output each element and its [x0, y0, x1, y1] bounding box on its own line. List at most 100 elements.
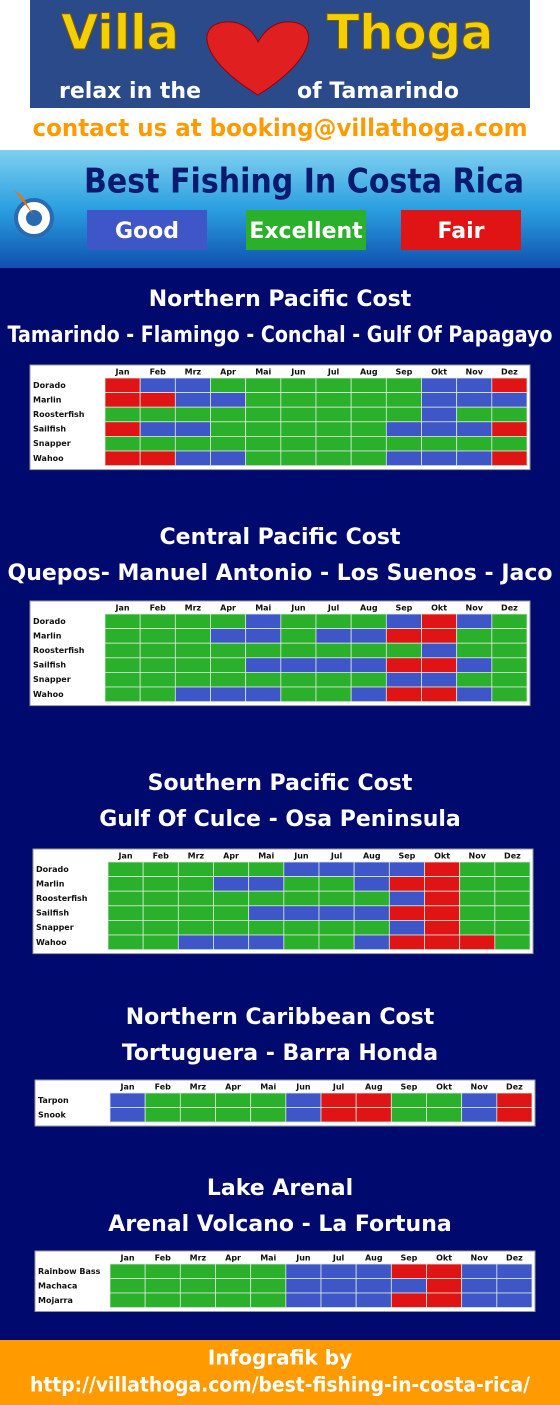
rating-cell [109, 1107, 146, 1123]
rating-cell [424, 934, 461, 951]
month-label: Aug [365, 1083, 383, 1092]
month-label: Aug [363, 852, 381, 861]
month-label: Aug [360, 604, 378, 613]
rating-cell [248, 934, 285, 951]
month-label: Jul [332, 1254, 345, 1263]
rating-cell [104, 450, 141, 467]
rating-cell [353, 861, 390, 878]
rating-cell [177, 905, 214, 921]
rating-cell [426, 1107, 463, 1123]
rating-cell [459, 920, 496, 936]
rating-cell [350, 672, 387, 688]
rating-cell [210, 628, 247, 644]
rating-cell [248, 905, 285, 921]
rating-cell [104, 613, 141, 630]
rating-cell [139, 406, 176, 423]
rating-cell [494, 861, 531, 878]
rating-cell [280, 686, 317, 703]
rating-cell [491, 435, 528, 452]
legend-swatch [401, 210, 521, 250]
month-label: Nov [469, 852, 487, 861]
rating-cell [388, 890, 425, 907]
rating-cell [421, 613, 458, 630]
month-label: Feb [150, 604, 167, 613]
rating-cell [283, 905, 320, 921]
rating-cell [350, 686, 387, 703]
rating-cell [456, 613, 493, 630]
rating-cell [142, 861, 179, 878]
rating-cell [210, 435, 247, 452]
rating-cell [491, 657, 528, 673]
rating-cell [315, 406, 352, 423]
rating-cell [280, 642, 317, 659]
rating-cell [459, 934, 496, 951]
rating-cell [245, 450, 282, 467]
rating-cell [139, 377, 176, 394]
rating-cell [104, 628, 141, 644]
rating-cell [174, 421, 211, 437]
rating-cell [248, 920, 285, 936]
rating-cell [283, 920, 320, 936]
rating-cell [496, 1092, 533, 1108]
month-label: Jun [293, 852, 309, 861]
rating-cell [353, 876, 390, 892]
month-label: Feb [155, 1083, 172, 1092]
fish-label: Dorado [36, 865, 69, 874]
rating-cell [424, 920, 461, 936]
rating-cell [385, 686, 422, 703]
rating-cell [174, 657, 211, 673]
rating-cell [139, 642, 176, 659]
rating-cell [385, 421, 422, 437]
rating-cell [215, 1263, 252, 1279]
rating-cell [174, 628, 211, 644]
section-title: Northern Caribbean Cost [126, 1005, 435, 1030]
rating-cell [215, 1092, 252, 1108]
rating-cell [139, 628, 176, 644]
rating-cell [179, 1263, 216, 1279]
rating-cell [139, 686, 176, 703]
rating-cell [456, 421, 493, 437]
rating-cell [245, 686, 282, 703]
rating-cell [350, 628, 387, 644]
month-label: Okt [431, 368, 447, 377]
fish-label: Snapper [36, 923, 74, 932]
rating-cell [461, 1292, 498, 1308]
rating-cell [456, 450, 493, 467]
section-subtitle: Tamarindo - Flamingo - Conchal - Gulf Of… [8, 323, 553, 348]
rating-cell [139, 672, 176, 688]
month-label: Feb [155, 1254, 172, 1263]
rating-cell [213, 920, 250, 936]
fish-label: Sailfish [36, 909, 69, 918]
rating-cell [421, 686, 458, 703]
rating-cell [385, 657, 422, 673]
section-subtitle: Gulf Of Culce - Osa Peninsula [99, 807, 461, 832]
rating-cell [104, 657, 141, 673]
rating-cell [174, 435, 211, 452]
month-label: Jun [295, 1083, 311, 1092]
month-label: Mrz [188, 852, 205, 861]
logo-heart [206, 21, 309, 96]
month-label: Okt [434, 852, 450, 861]
rating-cell [390, 1263, 427, 1279]
rating-cell [350, 377, 387, 394]
rating-cell [107, 934, 144, 951]
section-title: Central Pacific Cost [160, 525, 401, 550]
rating-cell [245, 435, 282, 452]
rating-cell [104, 377, 141, 394]
rating-cell [491, 377, 528, 394]
rating-cell [494, 905, 531, 921]
rating-cell [174, 613, 211, 630]
month-label: Mrz [185, 368, 202, 377]
month-label: Nov [471, 1254, 489, 1263]
rating-cell [177, 920, 214, 936]
rating-cell [385, 613, 422, 630]
rating-cell [250, 1278, 287, 1294]
footer-line1: Infografik by [208, 1346, 352, 1370]
rating-cell [350, 613, 387, 630]
month-label: Feb [153, 852, 170, 861]
tagline-right: of Tamarindo [297, 79, 459, 104]
rating-cell [107, 861, 144, 878]
rating-cell [421, 392, 458, 408]
fish-label: Tarpon [38, 1096, 69, 1105]
rating-cell [283, 934, 320, 951]
